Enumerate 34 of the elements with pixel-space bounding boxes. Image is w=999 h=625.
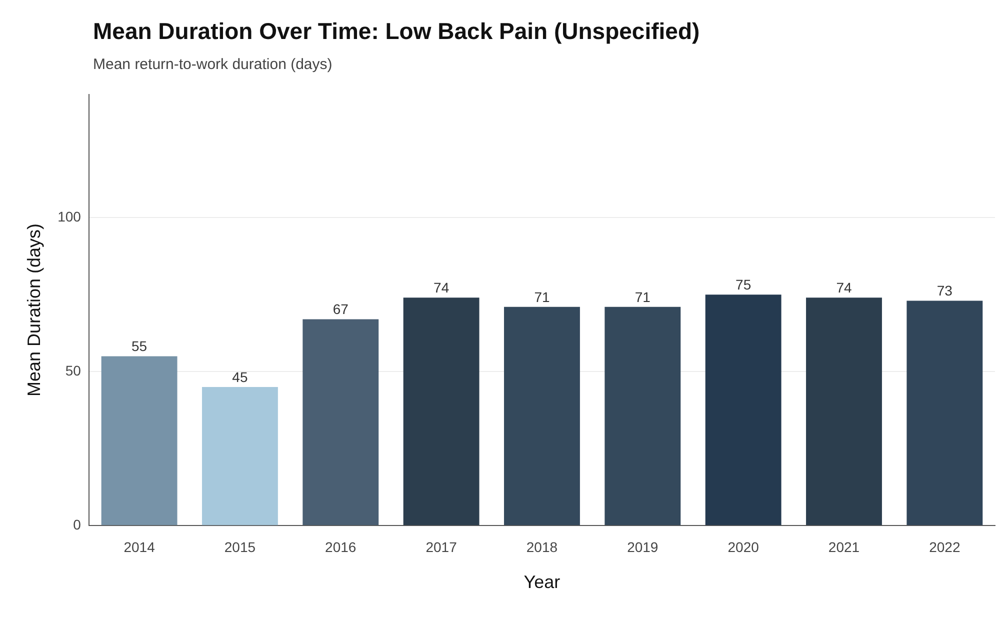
x-tick-label: 2017 bbox=[426, 538, 458, 555]
data-label: 74 bbox=[434, 280, 450, 296]
bar bbox=[504, 306, 580, 526]
data-label: 71 bbox=[634, 288, 651, 305]
x-tick-label: 2015 bbox=[224, 538, 256, 555]
data-label: 73 bbox=[936, 282, 953, 299]
bar bbox=[101, 356, 178, 526]
data-label: 55 bbox=[132, 338, 148, 354]
chart-title: Mean Duration Over Time: Low Back Pain (Unspecified) bbox=[93, 18, 700, 45]
x-tick-label: 2016 bbox=[325, 538, 356, 555]
y-tick-label: 50 bbox=[65, 362, 82, 378]
bar bbox=[705, 294, 782, 526]
y-tick-label: 100 bbox=[58, 208, 82, 224]
data-label: 74 bbox=[836, 280, 852, 296]
bar bbox=[604, 306, 681, 526]
x-tick-label: 2014 bbox=[124, 538, 156, 555]
data-label: 45 bbox=[232, 368, 248, 385]
x-tick-label: 2021 bbox=[828, 538, 860, 555]
x-tick-label: 2022 bbox=[929, 538, 960, 555]
data-label: 71 bbox=[534, 288, 550, 305]
data-label: 67 bbox=[332, 301, 349, 318]
bar bbox=[806, 298, 882, 526]
bar bbox=[302, 319, 379, 526]
x-tick-label: 2018 bbox=[526, 538, 558, 555]
y-axis-title: Mean Duration (days) bbox=[24, 223, 44, 397]
chart-subtitle: Mean return-to-work duration (days) bbox=[93, 56, 332, 73]
x-tick-label: 2019 bbox=[627, 538, 658, 555]
bar bbox=[202, 387, 278, 526]
y-tick-label: 0 bbox=[73, 516, 82, 532]
x-axis-title: Year bbox=[524, 572, 560, 592]
x-tick-label: 2020 bbox=[728, 538, 760, 555]
bar bbox=[906, 300, 983, 526]
data-label: 75 bbox=[736, 276, 752, 292]
bar bbox=[403, 298, 480, 526]
